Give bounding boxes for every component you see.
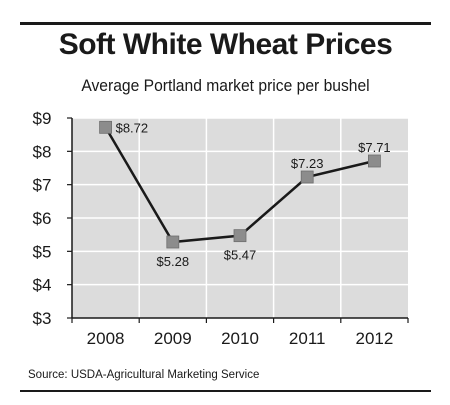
- data-label: $5.47: [224, 248, 257, 263]
- data-labels: $8.72 $5.28 $5.47 $7.23 $7.71: [116, 120, 391, 269]
- y-tick-label: $6: [33, 209, 52, 228]
- bottom-rule: [20, 390, 431, 392]
- data-point-marker: [367, 154, 381, 168]
- y-tick-label: $3: [33, 309, 52, 328]
- chart-title: Soft White Wheat Prices: [58, 28, 393, 61]
- data-point-marker: [233, 229, 247, 243]
- grid-lines: [72, 117, 408, 318]
- data-label: $7.71: [358, 140, 391, 155]
- data-point-marker: [99, 120, 112, 134]
- y-tick-label: $5: [33, 242, 52, 261]
- y-tick-label: $4: [33, 276, 52, 295]
- data-label: $8.72: [116, 120, 149, 135]
- data-point-marker: [166, 235, 180, 249]
- top-rule: [20, 22, 431, 25]
- source-note: Source: USDA-Agricultural Marketing Serv…: [28, 369, 260, 381]
- x-tick-label: 2009: [154, 329, 192, 348]
- data-label: $5.28: [157, 254, 190, 269]
- y-tick-label: $9: [33, 109, 52, 128]
- x-tick-label: 2011: [289, 329, 326, 348]
- x-tick-label: 2010: [221, 329, 259, 348]
- x-axis-ticks: 2008 2009 2010 2011 2012: [71, 318, 409, 348]
- x-tick-label: 2008: [87, 329, 125, 348]
- data-point-marker: [300, 170, 314, 184]
- data-label: $7.23: [291, 156, 324, 171]
- y-tick-label: $8: [33, 142, 52, 161]
- chart-subtitle: Average Portland market price per bushel: [81, 76, 370, 95]
- x-tick-label: 2012: [355, 329, 393, 348]
- data-markers: [99, 120, 381, 249]
- y-axis-ticks: $3 $4 $5 $6 $7 $8 $9: [33, 109, 72, 328]
- y-tick-label: $7: [33, 176, 52, 195]
